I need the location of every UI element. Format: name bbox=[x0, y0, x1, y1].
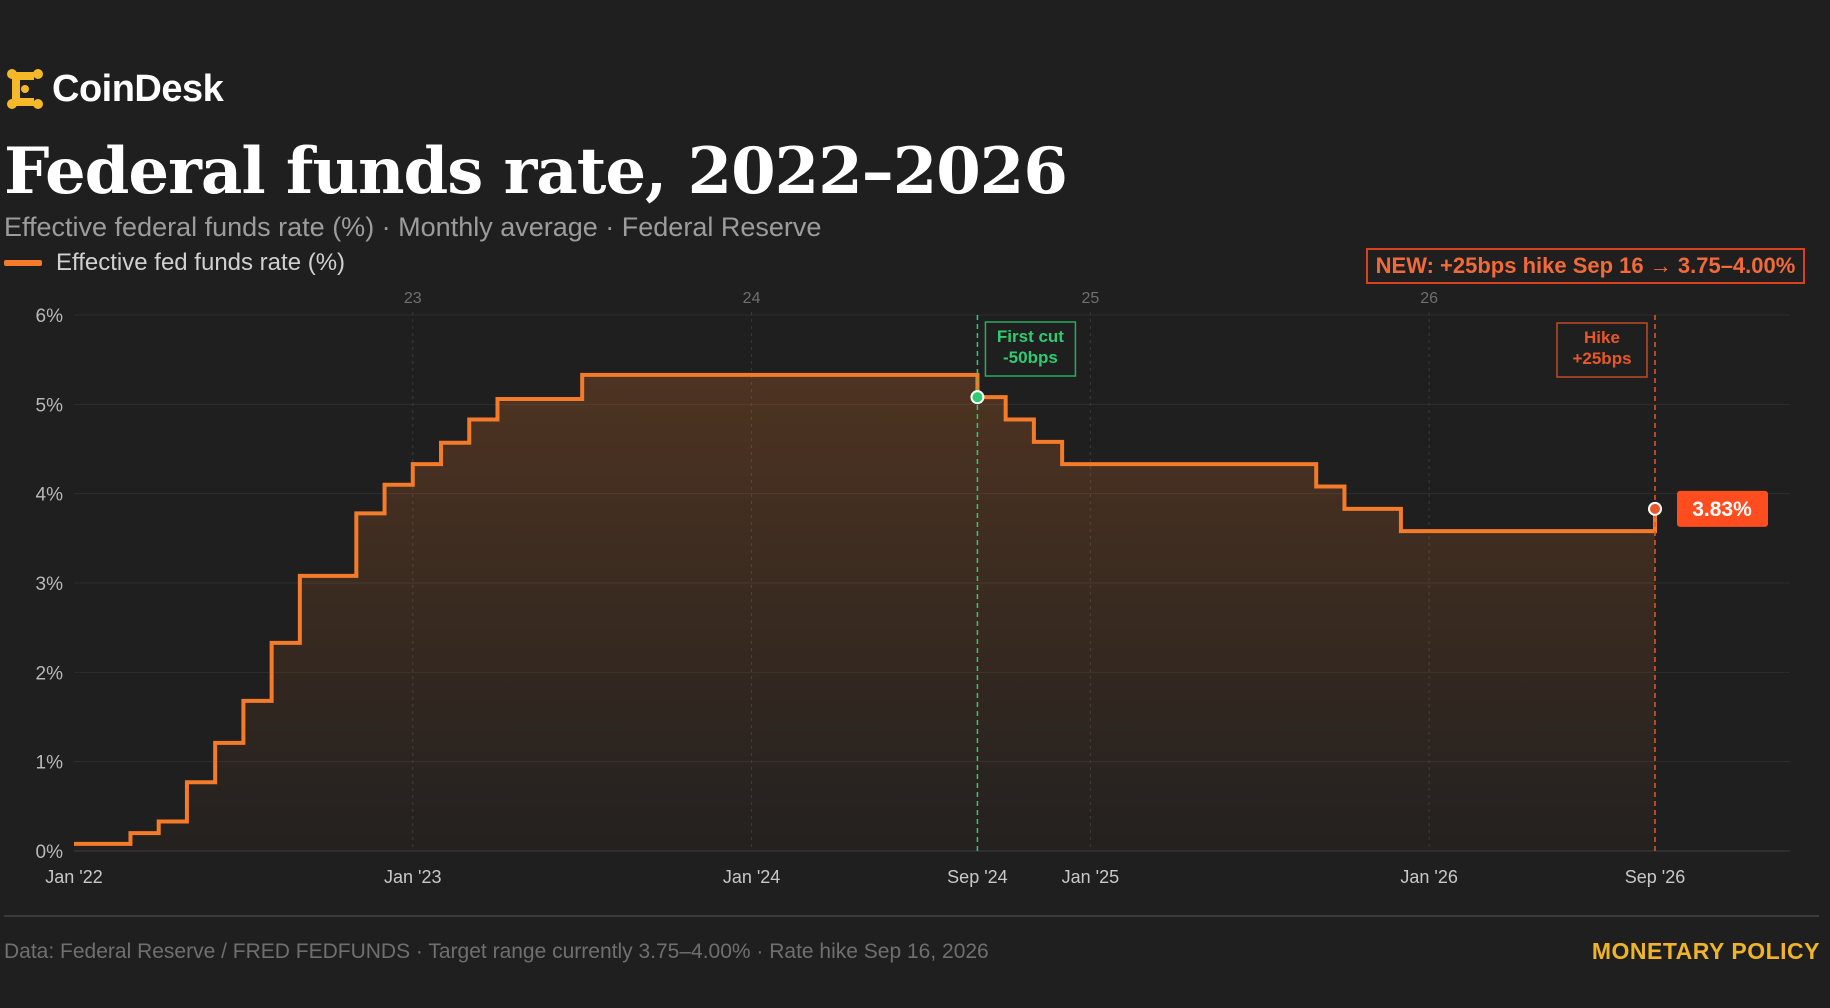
chart-legend: Effective fed funds rate (%) bbox=[4, 246, 345, 280]
y-tick-label: 0% bbox=[36, 842, 64, 863]
x-tick-label: Jan '26 bbox=[1400, 867, 1457, 887]
orange-dot bbox=[1648, 501, 1662, 516]
year-label: 26 bbox=[1420, 290, 1438, 307]
legend-swatch bbox=[4, 260, 42, 266]
annotation-label: +25bps bbox=[1572, 349, 1631, 368]
x-tick-label: Sep '24 bbox=[947, 867, 1008, 887]
brand-logo: CoinDesk bbox=[4, 64, 224, 114]
y-tick-label: 3% bbox=[36, 574, 64, 595]
y-tick-label: 5% bbox=[36, 395, 64, 416]
hike-box bbox=[1556, 322, 1648, 378]
y-tick-label: 2% bbox=[36, 663, 64, 684]
y-tick-label: 4% bbox=[36, 485, 64, 506]
y-tick-label: 6% bbox=[36, 306, 64, 327]
coindesk-logo-icon bbox=[7, 69, 43, 109]
x-tick-label: Jan '24 bbox=[723, 867, 780, 887]
brand-name: CoinDesk bbox=[52, 67, 224, 110]
section-tag: MONETARY POLICY bbox=[1591, 938, 1820, 964]
x-tick-label: Sep '26 bbox=[1625, 867, 1686, 887]
rate-line bbox=[74, 372, 1657, 846]
data-source-note: Data: Federal Reserve / FRED FEDFUNDS · … bbox=[4, 940, 989, 963]
x-tick-label: Jan '23 bbox=[384, 867, 441, 887]
area-fill bbox=[74, 374, 1655, 851]
annotation-label: Hike bbox=[1584, 328, 1620, 347]
chart-subtitle: Effective federal funds rate (%) · Month… bbox=[4, 212, 822, 242]
x-tick-label: Jan '22 bbox=[45, 867, 102, 887]
green-dot bbox=[970, 390, 985, 405]
news-banner: NEW: +25bps hike Sep 16 → 3.75–4.00% bbox=[1366, 248, 1805, 284]
y-tick-label: 1% bbox=[36, 753, 64, 774]
first-cut-box bbox=[984, 321, 1077, 377]
rate-chart: 0% 1% 2% 3% 4% 5% 6% 23 24 25 26 First cut -50bps Hik… bbox=[36, 290, 1790, 887]
end-value-label: 3.83% bbox=[1692, 498, 1752, 521]
end-value-badge bbox=[1677, 490, 1768, 527]
legend-label: Effective fed funds rate (%) bbox=[56, 249, 346, 276]
chart-title: Federal funds rate, 2022–2026 bbox=[4, 134, 1068, 209]
year-label: 25 bbox=[1081, 290, 1099, 307]
year-label: 24 bbox=[743, 290, 761, 307]
x-tick-label: Jan '25 bbox=[1062, 867, 1119, 887]
annotation-label: -50bps bbox=[1003, 348, 1058, 367]
annotation-label: First cut bbox=[997, 327, 1064, 346]
footer-divider bbox=[4, 915, 1819, 917]
year-label: 23 bbox=[404, 290, 422, 307]
